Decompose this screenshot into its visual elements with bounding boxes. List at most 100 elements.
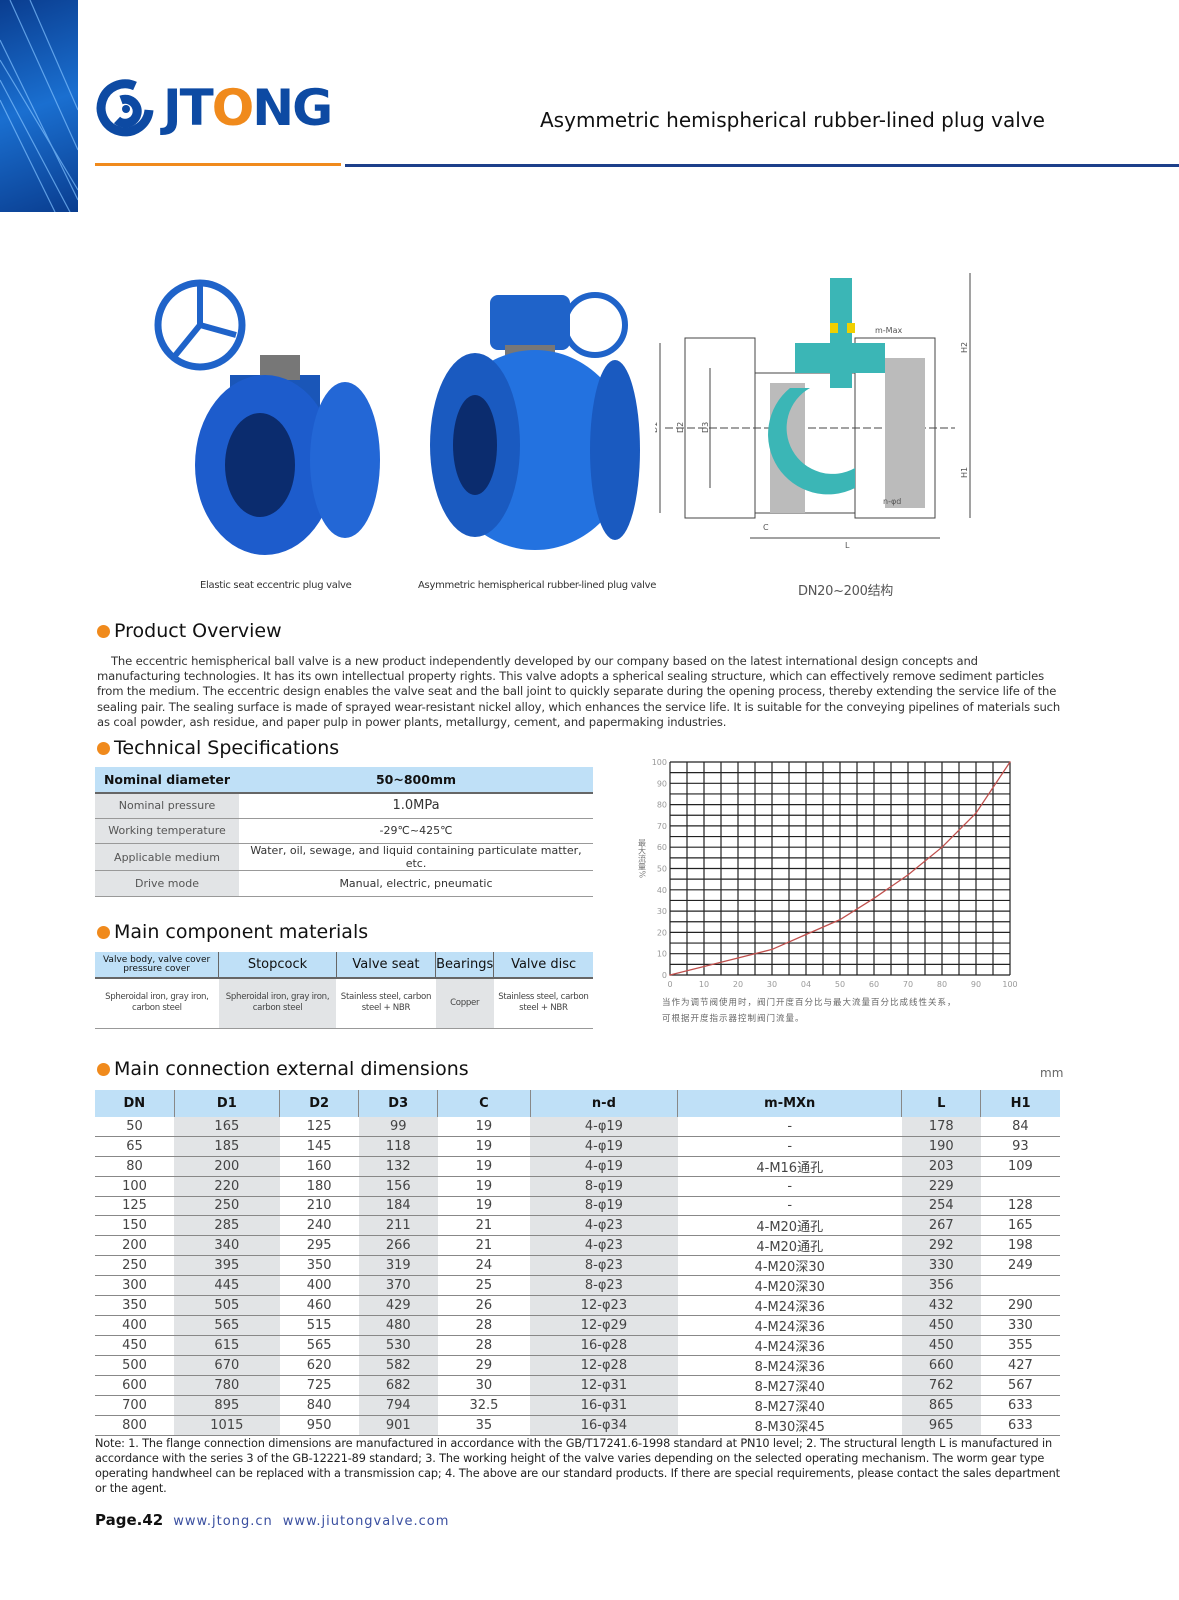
x-tick-label: 30 — [767, 980, 777, 989]
dimension-cell: 8-φ19 — [530, 1176, 678, 1197]
dimension-cell: 210 — [279, 1196, 359, 1217]
dimension-cell: 211 — [358, 1215, 438, 1237]
dimension-cell: 8-M24深36 — [677, 1355, 902, 1377]
dimension-cell: 16-φ34 — [530, 1415, 678, 1437]
svg-text:H2: H2 — [960, 342, 969, 353]
x-tick-label: 0 — [667, 980, 672, 989]
spec-key: Nominal diameter — [95, 767, 239, 794]
website-link[interactable]: www.jtong.cn — [173, 1514, 273, 1529]
dimension-cell: 292 — [901, 1235, 981, 1257]
dimension-cell: 8-φ23 — [530, 1255, 678, 1277]
column-header: Valve seat — [335, 952, 436, 979]
dimension-cell — [980, 1176, 1060, 1197]
dimension-cell: 50 — [95, 1117, 175, 1138]
table-row: 65 185 145 118 19 4-φ19-190 93 — [95, 1136, 1060, 1157]
figure-caption: Elastic seat eccentric plug valve — [200, 580, 352, 591]
data-point — [1009, 761, 1011, 763]
dimension-cell: 800 — [95, 1415, 175, 1437]
column-header: H1 — [980, 1090, 1060, 1117]
dimension-cell: 450 — [901, 1315, 981, 1337]
x-tick-label: 50 — [835, 980, 845, 989]
dimension-cell: 80 — [95, 1156, 175, 1177]
dimension-cell: 267 — [901, 1215, 981, 1237]
table-row: 100 220 180 156 19 8-φ19-229 — [95, 1176, 1060, 1197]
dimension-cell: 229 — [901, 1176, 981, 1197]
dimension-cell: 165 — [174, 1117, 280, 1138]
dimension-cell: 21 — [437, 1235, 531, 1257]
data-point — [771, 948, 773, 951]
dimension-cell: 950 — [279, 1415, 359, 1437]
table-row: 400 565 515 480 28 12-φ29 4-M24深36 450 330 — [95, 1315, 1060, 1337]
dimension-cell: 203 — [901, 1156, 981, 1177]
column-header: C — [437, 1090, 531, 1117]
svg-text:D2: D2 — [676, 422, 685, 433]
dimension-cell: 480 — [358, 1315, 438, 1337]
table-row: Drive mode Manual, electric, pneumatic — [95, 870, 593, 897]
material-cell: Stainless steel, carbon steel + NBR — [336, 978, 436, 1029]
table-row: 700 895 840 794 32.5 16-φ31 8-M27深40 865 633 — [95, 1395, 1060, 1417]
dimension-cell: 445 — [174, 1275, 280, 1297]
dimension-cell: 185 — [174, 1136, 280, 1157]
dimension-cell: 4-M24深36 — [677, 1315, 902, 1337]
table-row: Applicable medium Water, oil, sewage, and… — [95, 843, 593, 871]
dimension-cell: 515 — [279, 1315, 359, 1337]
dimension-cell: 12-φ29 — [530, 1315, 678, 1337]
dimension-cell: 427 — [980, 1355, 1060, 1377]
dimension-cell: 582 — [358, 1355, 438, 1377]
dimension-cell: 682 — [358, 1375, 438, 1397]
dimension-cell: 200 — [174, 1156, 280, 1177]
website-link[interactable]: www.jiutongvalve.com — [282, 1514, 450, 1529]
dimension-cell: 620 — [279, 1355, 359, 1377]
y-tick-label: 70 — [657, 822, 667, 831]
logo-text: JTONG — [163, 79, 333, 137]
note-text: Note: 1. The flange connection dimension… — [95, 1437, 1060, 1495]
figure-caption: Asymmetric hemispherical rubber-lined pl… — [418, 580, 657, 591]
column-header: Valve disc — [493, 952, 593, 979]
spec-key: Working temperature — [95, 818, 239, 844]
y-tick-label: 10 — [657, 950, 667, 959]
dimension-cell: 8-M27深40 — [677, 1395, 902, 1417]
dimension-cell: 780 — [174, 1375, 280, 1397]
dimension-cell: 901 — [358, 1415, 438, 1437]
x-tick-label: 60 — [869, 980, 879, 989]
dimension-cell: 180 — [279, 1176, 359, 1197]
dimension-cell: 700 — [95, 1395, 175, 1417]
dimension-cell: 4-M20深30 — [677, 1275, 902, 1297]
section-heading: Main component materials — [97, 921, 368, 943]
dimension-cell: 254 — [901, 1196, 981, 1217]
dimension-cell: 725 — [279, 1375, 359, 1397]
column-header: Valve body, valve cover pressure cover — [95, 952, 219, 979]
materials-table: Valve body, valve cover pressure cover S… — [95, 952, 593, 1029]
column-header: m-MXn — [677, 1090, 902, 1117]
chart-caption: 可根据开度指示器控制阀门流量。 — [662, 1013, 805, 1024]
y-tick-label: 90 — [657, 779, 667, 788]
dimension-cell: 794 — [358, 1395, 438, 1417]
column-header: D2 — [279, 1090, 359, 1117]
dimension-cell: 12-φ23 — [530, 1295, 678, 1317]
dimension-cell: 128 — [980, 1196, 1060, 1217]
dimension-cell: 250 — [174, 1196, 280, 1217]
column-header: D1 — [173, 1090, 280, 1117]
table-row: 500 670 620 582 29 12-φ28 8-M24深36 660 427 — [95, 1355, 1060, 1377]
dimension-cell: 4-M20通孔 — [677, 1235, 902, 1257]
material-cell: Spheroidal iron, gray iron, carbon steel — [95, 978, 219, 1029]
dimension-cell: 125 — [95, 1196, 175, 1217]
dimension-cell: 250 — [95, 1255, 175, 1277]
dimension-cell: 4-φ19 — [530, 1136, 678, 1157]
dimension-cell: 285 — [174, 1215, 280, 1237]
dimension-cell: 370 — [358, 1275, 438, 1297]
table-row: 250 395 350 319 24 8-φ23 4-M20深30 330 249 — [95, 1255, 1060, 1277]
dimension-cell: 450 — [901, 1335, 981, 1357]
column-header: DN — [95, 1090, 175, 1117]
dimension-cell: 145 — [279, 1136, 359, 1157]
dimension-cell: 19 — [437, 1156, 531, 1177]
spec-value: Water, oil, sewage, and liquid containin… — [239, 843, 593, 871]
chart-caption: 当作为调节阀使用时，阀门开度百分比与最大流量百分比成线性关系， — [662, 997, 957, 1008]
spec-value: 1.0MPa — [239, 792, 593, 819]
dimension-cell: 565 — [279, 1335, 359, 1357]
svg-text:D1: D1 — [655, 422, 659, 433]
dimension-cell: 4-M16通孔 — [677, 1156, 902, 1177]
dimension-cell: 300 — [95, 1275, 175, 1297]
section-heading: Main connection external dimensions — [97, 1058, 469, 1080]
